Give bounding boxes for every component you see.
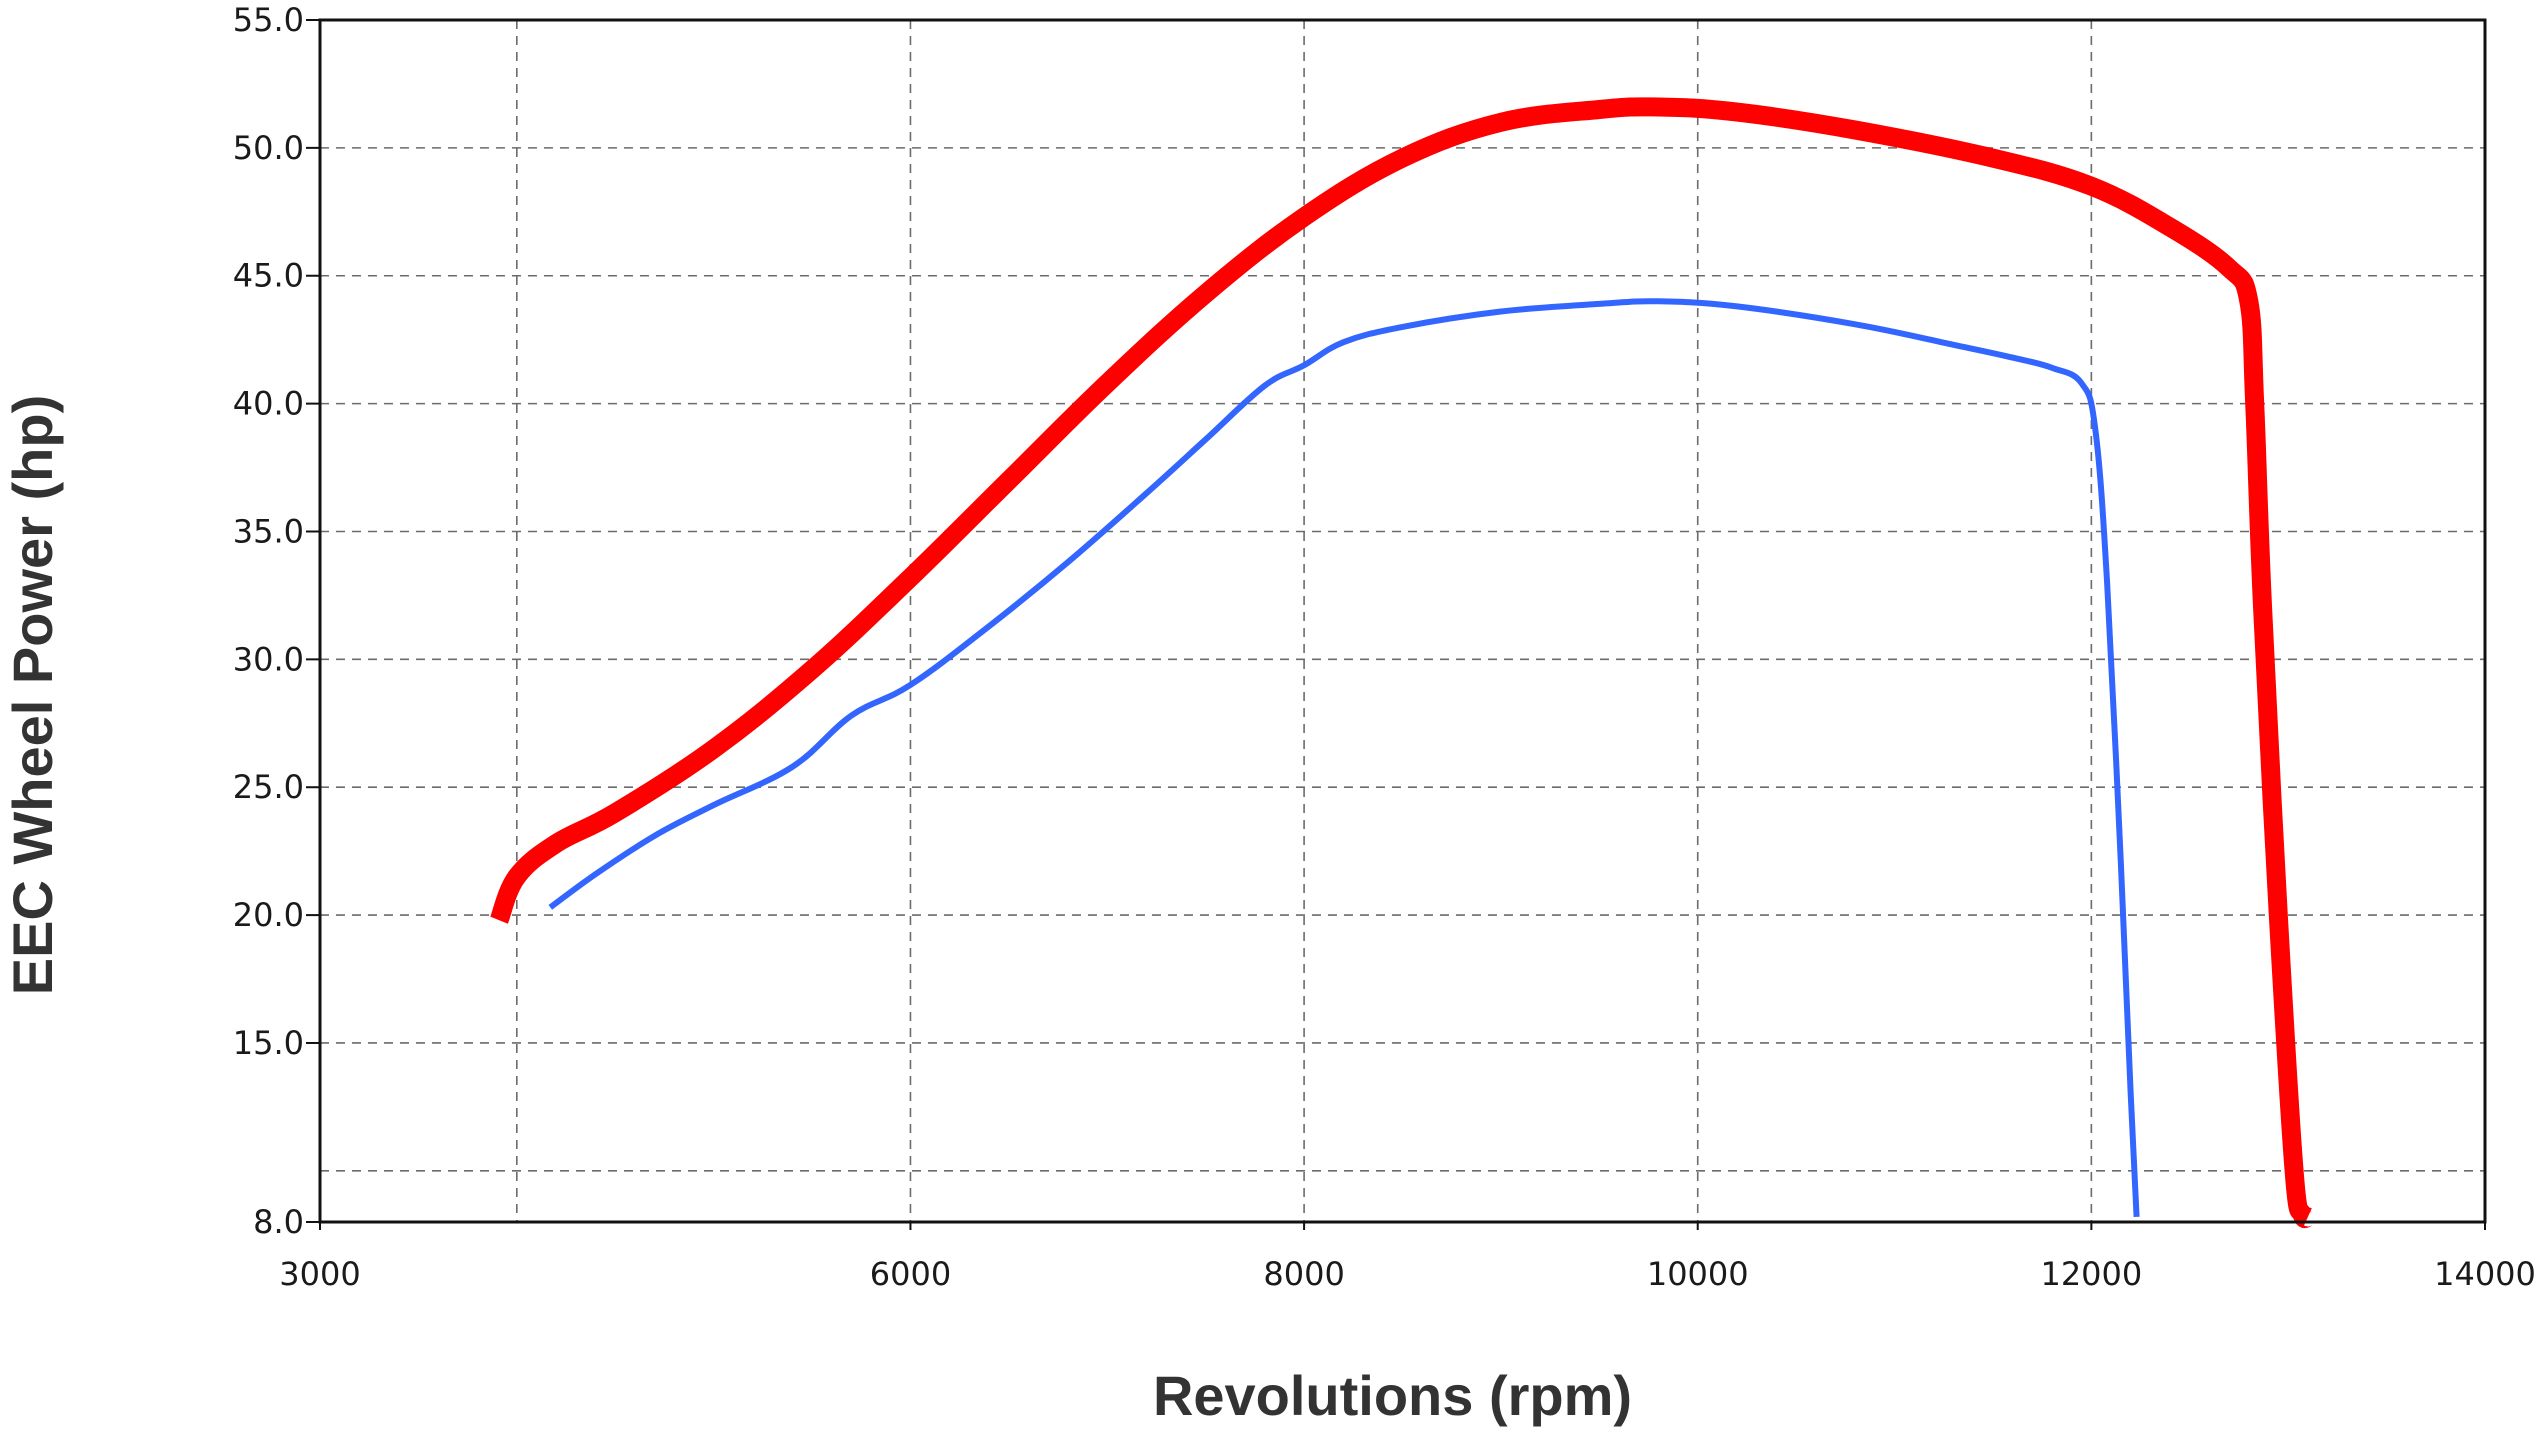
x-tick-label-1: 6000 — [870, 1255, 951, 1293]
y-tick-label-7: 45.0 — [233, 257, 304, 295]
y-tick-label-0: 8.0 — [253, 1203, 304, 1241]
axis-ticks: 3000 6000 8000 10000 12000 14000 8.0 15.0 20.0 25… — [233, 1, 2536, 1293]
data-series — [490, 97, 2315, 1229]
series-line-1 — [548, 298, 2140, 1218]
series-line-0 — [490, 97, 2315, 1229]
y-tick-label-9: 55.0 — [233, 1, 304, 39]
y-tick-label-2: 20.0 — [233, 896, 304, 934]
y-tick-label-5: 35.0 — [233, 512, 304, 550]
x-tick-label-0: 3000 — [279, 1255, 360, 1293]
y-tick-label-3: 25.0 — [233, 768, 304, 806]
y-tick-label-8: 50.0 — [233, 129, 304, 167]
y-tick-label-6: 40.0 — [233, 385, 304, 423]
y-tick-label-1: 15.0 — [233, 1024, 304, 1062]
x-tick-label-3: 10000 — [1647, 1255, 1749, 1293]
plot-area-frame — [318, 18, 2487, 1224]
x-tick-label-2: 8000 — [1263, 1255, 1344, 1293]
y-axis-title: EEC Wheel Power (hp) — [1, 395, 64, 996]
x-tick-label-4: 12000 — [2040, 1255, 2142, 1293]
x-tick-label-5: 14000 — [2434, 1255, 2536, 1293]
y-tick-label-4: 30.0 — [233, 640, 304, 678]
x-axis-title: Revolutions (rpm) — [1153, 1364, 1632, 1427]
